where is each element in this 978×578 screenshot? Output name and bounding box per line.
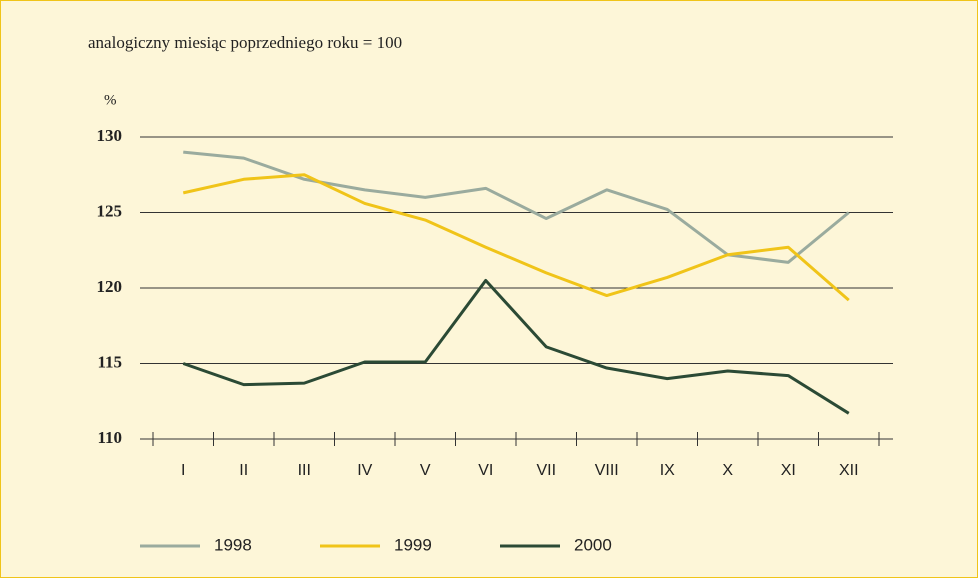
x-tick-label: XI	[781, 462, 796, 479]
x-tick-label: VII	[536, 462, 556, 479]
legend-label: 1998	[214, 535, 252, 554]
y-tick-label: 110	[97, 428, 122, 447]
chart-subtitle: analogiczny miesiąc poprzedniego roku = …	[88, 33, 402, 52]
x-tick-label: X	[722, 462, 733, 479]
legend-label: 1999	[394, 535, 432, 554]
x-tick-label: I	[181, 462, 185, 479]
y-tick-label: 125	[97, 201, 123, 220]
y-tick-label: 120	[97, 277, 123, 296]
x-tick-label: VIII	[595, 462, 619, 479]
x-tick-label: XII	[839, 462, 859, 479]
legend-label: 2000	[574, 535, 612, 554]
x-tick-label: II	[239, 462, 248, 479]
x-tick-label: III	[298, 462, 311, 479]
x-tick-label: V	[420, 462, 431, 479]
y-axis-label: %	[104, 92, 117, 108]
x-tick-label: IX	[660, 462, 675, 479]
x-tick-label: VI	[478, 462, 493, 479]
x-tick-label: IV	[357, 462, 372, 479]
y-tick-label: 130	[97, 126, 123, 145]
y-tick-label: 115	[97, 352, 122, 371]
series-line	[182, 278, 850, 415]
series-line	[182, 173, 850, 302]
